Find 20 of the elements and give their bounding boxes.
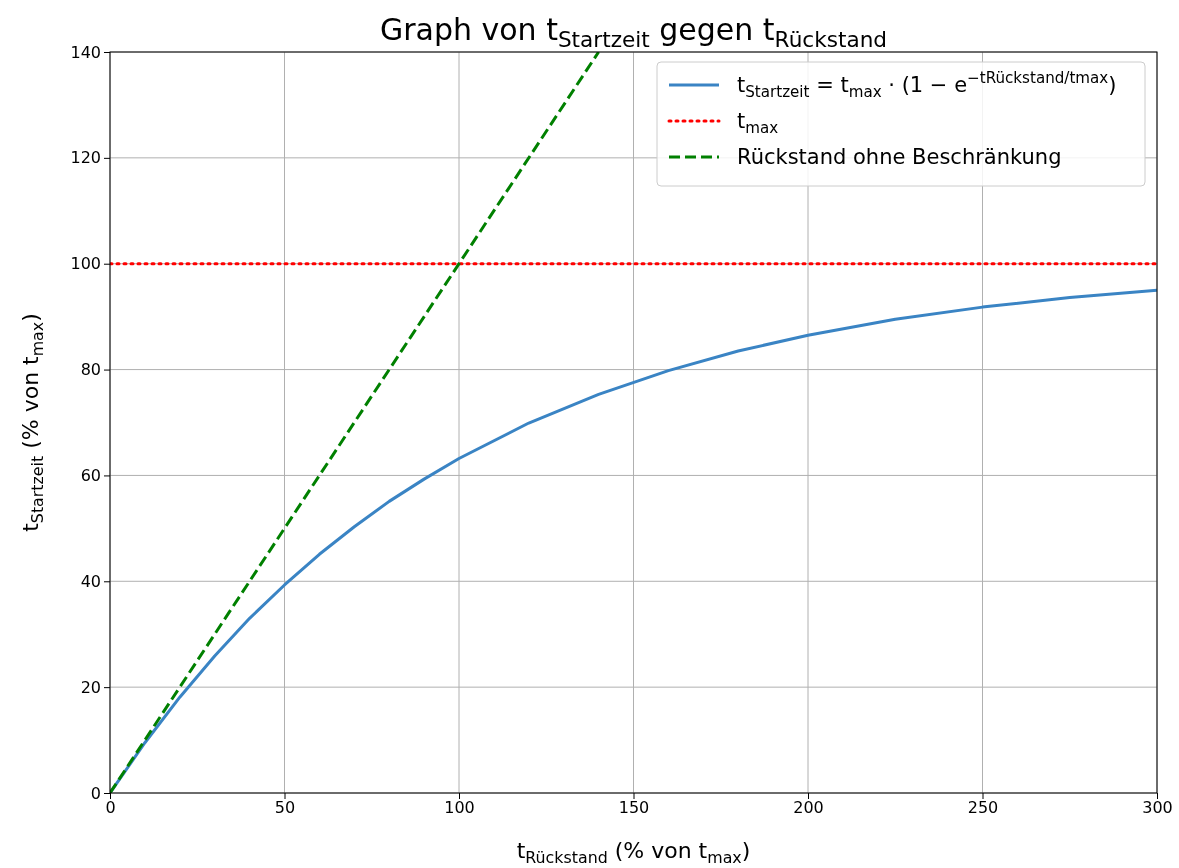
legend-label: t$_{Startzeit}$ = t$_{max}$ · (1 − e$^{−tRückstand/tmax}$) — [737, 68, 1117, 101]
x-tick-label: 200 — [793, 798, 824, 818]
y-tick-label: 80 — [80, 360, 101, 380]
y-tick-label: 100 — [70, 254, 101, 274]
y-tick-label: 140 — [70, 42, 101, 62]
y-tick-label: 0 — [90, 783, 101, 803]
x-tick-label: 150 — [618, 798, 650, 818]
x-axis-title: t$_{Rückstand}$ (% von t$_{max}$) — [516, 838, 751, 867]
legend-label: t$_{max}$ — [737, 109, 779, 137]
y-tick-label: 120 — [70, 148, 101, 168]
y-tick-label: 60 — [80, 466, 101, 486]
x-tick-label: 0 — [105, 798, 116, 818]
legend-label: Rückstand ohne Beschränkung — [737, 145, 1062, 169]
x-tick-label: 300 — [1142, 798, 1173, 818]
x-tick-label: 250 — [967, 798, 999, 818]
x-tick-label: 50 — [274, 798, 296, 818]
x-tick-label: 100 — [444, 798, 475, 818]
y-tick-label: 20 — [80, 677, 101, 697]
y-tick-label: 40 — [80, 571, 101, 591]
chart-title: Graph von t$_{Startzeit}$ gegen t$_{Rückstand}$ — [379, 12, 888, 52]
